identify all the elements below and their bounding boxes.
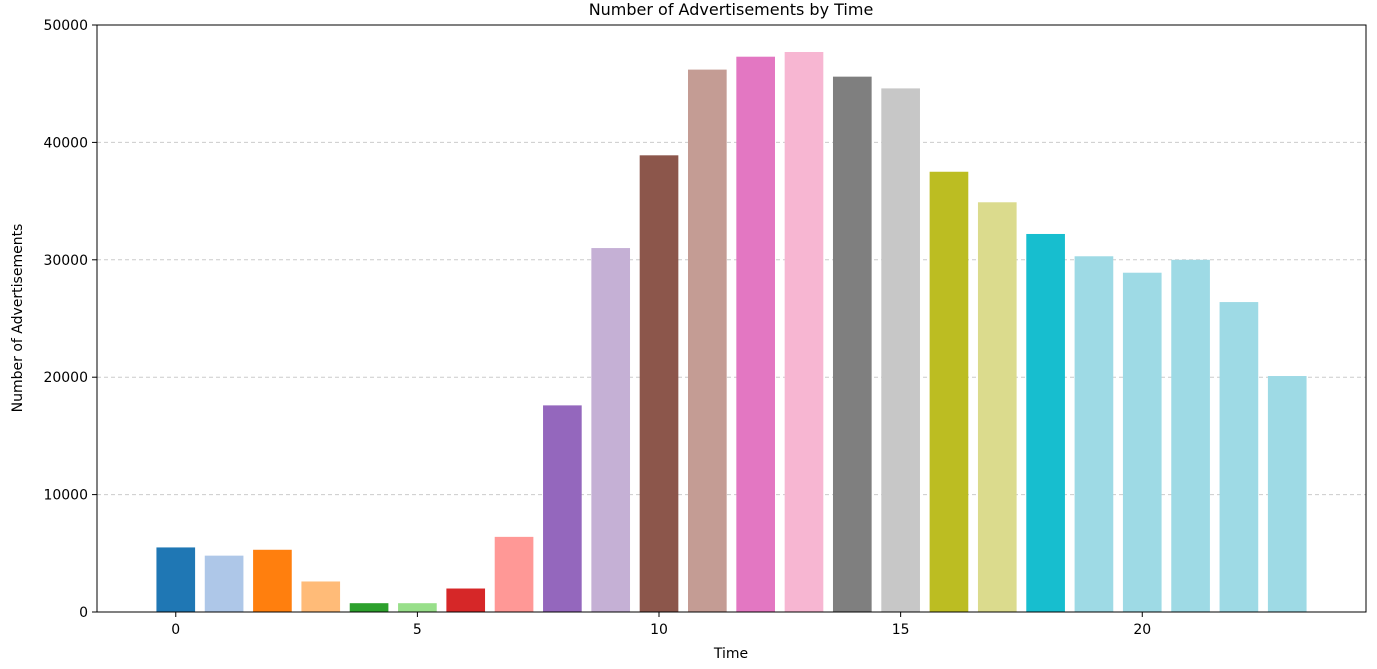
y-axis-label: Number of Advertisements: [10, 224, 26, 413]
x-tick-label: 10: [650, 622, 668, 638]
bar: [1074, 256, 1114, 612]
bar: [1026, 233, 1065, 613]
y-tick-label: 0: [79, 605, 88, 621]
y-tick-label: 50000: [43, 18, 88, 34]
bar: [1122, 272, 1162, 612]
bar: [929, 171, 969, 612]
bar: [591, 248, 631, 612]
bar: [1267, 376, 1307, 612]
bar: [1171, 259, 1210, 612]
bar: [301, 581, 341, 612]
x-tick-label: 15: [892, 622, 910, 638]
bar: [784, 52, 824, 612]
bar: [1219, 302, 1259, 612]
bar: [446, 588, 486, 612]
y-tick-label: 10000: [43, 488, 88, 504]
bars: [156, 52, 1307, 613]
bar: [349, 603, 389, 612]
bar: [977, 202, 1017, 613]
bar: [253, 549, 292, 612]
bar: [543, 405, 582, 612]
x-tick-label: 0: [171, 622, 180, 638]
bar: [398, 603, 437, 612]
bar: [494, 536, 534, 612]
bar: [639, 155, 679, 612]
y-tick-label: 40000: [43, 135, 88, 151]
bar: [204, 555, 244, 612]
bar: [736, 56, 775, 612]
x-tick-label: 20: [1133, 622, 1151, 638]
bar: [156, 547, 196, 612]
y-tick-label: 20000: [43, 370, 88, 386]
x-axis-ticks: 0 5 10 15 20: [171, 612, 1151, 638]
plot-frame: [96, 24, 1367, 613]
y-axis-ticks: 0 10000 20000 30000 40000 50000: [43, 18, 97, 621]
chart-title: Number of Advertisements by Time: [589, 0, 874, 19]
x-axis-label: Time: [713, 646, 748, 662]
bar: [832, 76, 872, 612]
bar: [881, 88, 920, 612]
y-tick-label: 30000: [43, 253, 88, 269]
x-tick-label: 5: [413, 622, 422, 638]
bar: [688, 69, 727, 612]
